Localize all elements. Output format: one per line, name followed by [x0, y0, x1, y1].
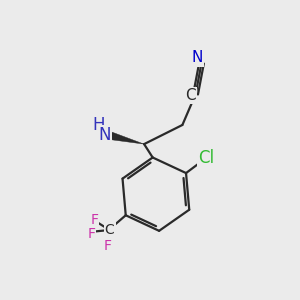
- Text: H: H: [92, 116, 105, 134]
- Text: N: N: [98, 126, 111, 144]
- Text: C: C: [185, 88, 196, 103]
- Text: C: C: [105, 223, 114, 237]
- Text: F: F: [90, 213, 98, 227]
- Text: Cl: Cl: [198, 149, 214, 167]
- Text: F: F: [104, 239, 112, 253]
- Text: N: N: [191, 50, 203, 65]
- Text: F: F: [87, 227, 95, 242]
- Polygon shape: [108, 131, 144, 144]
